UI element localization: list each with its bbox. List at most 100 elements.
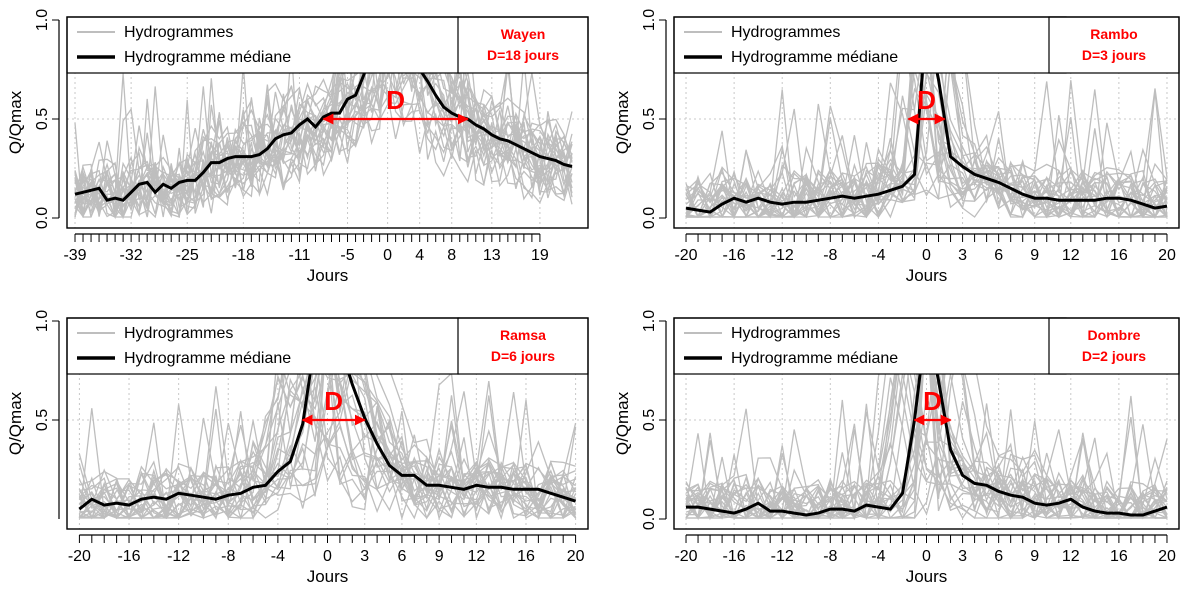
x-tick-label: -25 bbox=[176, 247, 199, 264]
plot-frame bbox=[673, 317, 1180, 530]
x-tick-label: -8 bbox=[823, 247, 837, 264]
plot-frame bbox=[673, 16, 1180, 229]
y-tick-label: 0.0 bbox=[34, 207, 51, 229]
x-tick-label: -16 bbox=[723, 548, 746, 565]
station-box bbox=[1048, 317, 1180, 375]
x-axis-label: Jours bbox=[906, 567, 948, 586]
chart-panel-ramsa: D Hydrogrammes Hydrogramme médiane Ramsa D=6… bbox=[6, 310, 589, 586]
x-tick-label: -5 bbox=[340, 247, 354, 264]
x-tick-label: 3 bbox=[958, 247, 967, 264]
x-tick-label: 19 bbox=[531, 247, 549, 264]
y-tick-label: 0.5 bbox=[34, 108, 51, 130]
x-tick-label: 13 bbox=[483, 247, 501, 264]
x-tick-label: -18 bbox=[232, 247, 255, 264]
duration-label: D=2 jours bbox=[1082, 348, 1146, 364]
plot-frame bbox=[66, 317, 589, 530]
x-tick-label: -8 bbox=[221, 548, 235, 565]
y-axis-label: Q/Qmax bbox=[6, 391, 25, 455]
duration-label: D=3 jours bbox=[1082, 47, 1146, 63]
legend-label-median: Hydrogramme médiane bbox=[124, 350, 291, 367]
station-name: Dombre bbox=[1088, 327, 1141, 343]
y-tick-label: 0.5 bbox=[641, 409, 658, 431]
station-name: Ramsa bbox=[500, 327, 546, 343]
duration-letter: D bbox=[923, 386, 942, 416]
y-tick-label: 0.0 bbox=[641, 207, 658, 229]
hydrograph-line bbox=[79, 373, 576, 521]
x-tick-label: 3 bbox=[958, 548, 967, 565]
x-tick-label: -8 bbox=[823, 548, 837, 565]
x-tick-label: 9 bbox=[1030, 548, 1039, 565]
legend-label-median: Hydrogramme médiane bbox=[124, 49, 291, 66]
x-tick-label: 12 bbox=[1062, 548, 1080, 565]
plot-frame bbox=[66, 16, 589, 229]
duration-letter: D bbox=[917, 85, 936, 115]
x-tick-label: 6 bbox=[994, 247, 1003, 264]
x-tick-label: -4 bbox=[271, 548, 285, 565]
y-tick-label: 1.0 bbox=[641, 9, 658, 31]
legend-label-hydrographs: Hydrogrammes bbox=[731, 325, 840, 342]
x-axis-label: Jours bbox=[307, 567, 349, 586]
chart-panel-wayen: D Hydrogrammes Hydrogramme médiane Wayen D=1… bbox=[6, 9, 589, 285]
y-tick-label: 1.0 bbox=[641, 310, 658, 332]
x-tick-label: -12 bbox=[771, 247, 794, 264]
hydrograph-line bbox=[686, 19, 1167, 220]
hydrograph-line bbox=[686, 69, 1168, 219]
hydrograph-line bbox=[78, 332, 577, 519]
legend-label-hydrographs: Hydrogrammes bbox=[124, 325, 233, 342]
x-tick-label: 9 bbox=[435, 548, 444, 565]
x-tick-label: -20 bbox=[674, 548, 697, 565]
x-tick-label: 16 bbox=[1110, 548, 1128, 565]
x-tick-label: -12 bbox=[771, 548, 794, 565]
x-tick-label: -20 bbox=[674, 247, 697, 264]
legend-label-hydrographs: Hydrogrammes bbox=[731, 24, 840, 41]
hydrograph-line bbox=[685, 342, 1167, 521]
y-axis-label: Q/Qmax bbox=[613, 90, 632, 154]
x-tick-label: -16 bbox=[117, 548, 140, 565]
legend-box bbox=[66, 16, 460, 74]
x-axis-label: Jours bbox=[906, 266, 948, 285]
duration-letter: D bbox=[386, 85, 405, 115]
hydrograph-line bbox=[686, 31, 1168, 219]
legend-label-median: Hydrogramme médiane bbox=[731, 49, 898, 66]
x-tick-label: 4 bbox=[415, 247, 424, 264]
hydrograph-line bbox=[685, 59, 1168, 220]
x-tick-label: 20 bbox=[567, 548, 585, 565]
chart-panel-dombre: D Hydrogrammes Hydrogramme médiane Dombre D=… bbox=[613, 310, 1180, 586]
x-tick-label: 3 bbox=[360, 548, 369, 565]
y-tick-label: 0.5 bbox=[641, 108, 658, 130]
x-tick-label: 12 bbox=[1062, 247, 1080, 264]
x-tick-label: 9 bbox=[1030, 247, 1039, 264]
station-name: Wayen bbox=[501, 26, 546, 42]
y-axis-label: Q/Qmax bbox=[6, 90, 25, 154]
x-tick-label: 20 bbox=[1158, 247, 1176, 264]
x-tick-label: -4 bbox=[871, 247, 885, 264]
hydrograph-line bbox=[685, 320, 1168, 520]
y-axis-label: Q/Qmax bbox=[613, 391, 632, 455]
hydrograph-line bbox=[74, 19, 573, 217]
hydrograph-line bbox=[79, 386, 576, 521]
x-axis-label: Jours bbox=[307, 266, 349, 285]
x-tick-label: 20 bbox=[1158, 548, 1176, 565]
x-tick-label: -4 bbox=[871, 548, 885, 565]
y-tick-label: 0.5 bbox=[34, 409, 51, 431]
x-tick-label: 0 bbox=[383, 247, 392, 264]
duration-label: D=18 jours bbox=[487, 47, 559, 63]
y-tick-label: 1.0 bbox=[34, 9, 51, 31]
chart-panel-rambo: D Hydrogrammes Hydrogramme médiane Rambo D=3… bbox=[613, 9, 1180, 285]
x-tick-label: 0 bbox=[323, 548, 332, 565]
hydrograph-line bbox=[74, 19, 573, 219]
station-box bbox=[1048, 16, 1180, 74]
x-tick-label: -12 bbox=[167, 548, 190, 565]
hydrograph-line bbox=[74, 48, 573, 219]
x-tick-label: 12 bbox=[467, 548, 485, 565]
x-tick-label: 6 bbox=[397, 548, 406, 565]
x-tick-label: -20 bbox=[68, 548, 91, 565]
legend-label-median: Hydrogramme médiane bbox=[731, 350, 898, 367]
y-tick-label: 1.0 bbox=[34, 310, 51, 332]
x-tick-label: -32 bbox=[120, 247, 143, 264]
station-box bbox=[457, 317, 589, 375]
x-tick-label: 16 bbox=[517, 548, 535, 565]
x-tick-label: 0 bbox=[922, 548, 931, 565]
x-tick-label: -39 bbox=[63, 247, 86, 264]
